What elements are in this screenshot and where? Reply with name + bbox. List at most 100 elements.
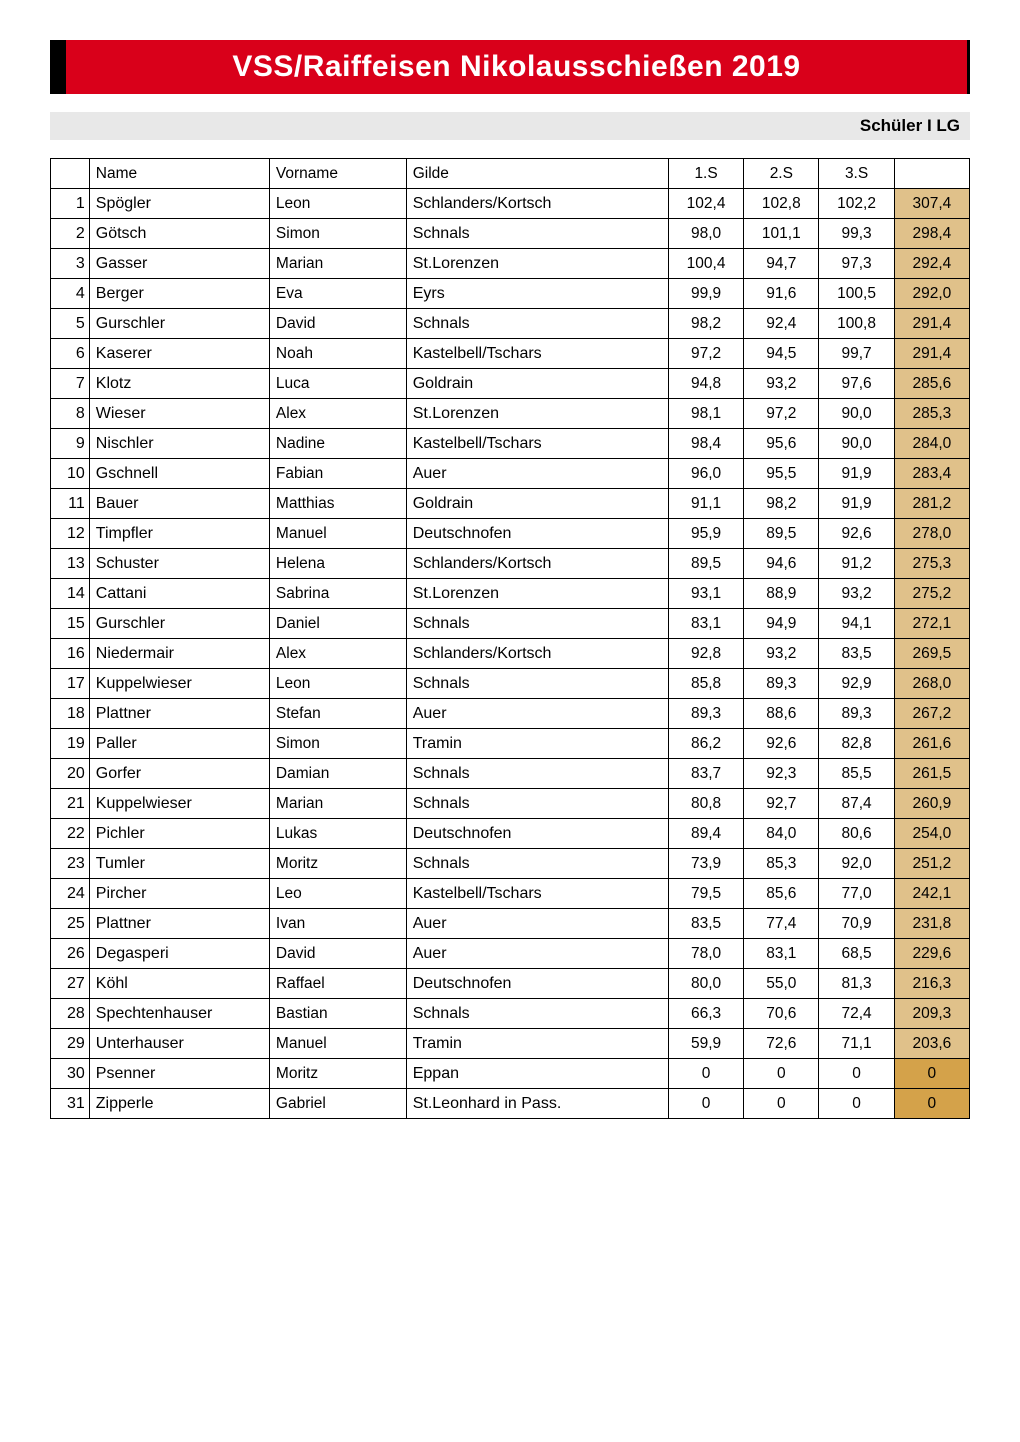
cell-s2: 77,4 bbox=[744, 909, 819, 939]
cell-s2: 0 bbox=[744, 1059, 819, 1089]
cell-name: Pichler bbox=[89, 819, 269, 849]
cell-s2: 102,8 bbox=[744, 189, 819, 219]
cell-vorname: David bbox=[269, 309, 406, 339]
cell-name: Gurschler bbox=[89, 309, 269, 339]
cell-total: 307,4 bbox=[894, 189, 969, 219]
cell-gilde: Schnals bbox=[406, 759, 668, 789]
cell-s1: 98,1 bbox=[668, 399, 743, 429]
table-row: 2GötschSimonSchnals98,0101,199,3298,4 bbox=[51, 219, 970, 249]
cell-gilde: Schnals bbox=[406, 609, 668, 639]
header-s3: 3.S bbox=[819, 159, 894, 189]
cell-name: Spechtenhauser bbox=[89, 999, 269, 1029]
cell-s3: 100,5 bbox=[819, 279, 894, 309]
cell-s3: 102,2 bbox=[819, 189, 894, 219]
table-row: 26DegasperiDavidAuer78,083,168,5229,6 bbox=[51, 939, 970, 969]
cell-name: Kuppelwieser bbox=[89, 789, 269, 819]
cell-s3: 99,7 bbox=[819, 339, 894, 369]
cell-s1: 89,4 bbox=[668, 819, 743, 849]
cell-gilde: St.Leonhard in Pass. bbox=[406, 1089, 668, 1119]
table-row: 20GorferDamianSchnals83,792,385,5261,5 bbox=[51, 759, 970, 789]
cell-s2: 83,1 bbox=[744, 939, 819, 969]
table-row: 7KlotzLucaGoldrain94,893,297,6285,6 bbox=[51, 369, 970, 399]
header-total bbox=[894, 159, 969, 189]
cell-rank: 29 bbox=[51, 1029, 90, 1059]
cell-name: Gorfer bbox=[89, 759, 269, 789]
cell-vorname: Raffael bbox=[269, 969, 406, 999]
cell-gilde: St.Lorenzen bbox=[406, 579, 668, 609]
cell-s1: 102,4 bbox=[668, 189, 743, 219]
table-row: 31ZipperleGabrielSt.Leonhard in Pass.000… bbox=[51, 1089, 970, 1119]
cell-name: Berger bbox=[89, 279, 269, 309]
cell-s2: 88,6 bbox=[744, 699, 819, 729]
cell-name: Götsch bbox=[89, 219, 269, 249]
cell-rank: 21 bbox=[51, 789, 90, 819]
cell-total: 242,1 bbox=[894, 879, 969, 909]
cell-s2: 85,3 bbox=[744, 849, 819, 879]
cell-vorname: Fabian bbox=[269, 459, 406, 489]
table-row: 16NiedermairAlexSchlanders/Kortsch92,893… bbox=[51, 639, 970, 669]
cell-rank: 3 bbox=[51, 249, 90, 279]
cell-s1: 98,2 bbox=[668, 309, 743, 339]
cell-total: 292,4 bbox=[894, 249, 969, 279]
cell-s1: 83,1 bbox=[668, 609, 743, 639]
cell-s3: 100,8 bbox=[819, 309, 894, 339]
cell-s1: 94,8 bbox=[668, 369, 743, 399]
cell-s3: 77,0 bbox=[819, 879, 894, 909]
cell-s2: 94,7 bbox=[744, 249, 819, 279]
cell-gilde: Tramin bbox=[406, 1029, 668, 1059]
cell-total: 203,6 bbox=[894, 1029, 969, 1059]
cell-name: Kuppelwieser bbox=[89, 669, 269, 699]
cell-name: Spögler bbox=[89, 189, 269, 219]
cell-rank: 2 bbox=[51, 219, 90, 249]
cell-s2: 0 bbox=[744, 1089, 819, 1119]
cell-gilde: Goldrain bbox=[406, 369, 668, 399]
cell-total: 254,0 bbox=[894, 819, 969, 849]
cell-s1: 96,0 bbox=[668, 459, 743, 489]
cell-s1: 89,5 bbox=[668, 549, 743, 579]
cell-total: 269,5 bbox=[894, 639, 969, 669]
cell-gilde: Schnals bbox=[406, 219, 668, 249]
cell-total: 261,5 bbox=[894, 759, 969, 789]
cell-total: 281,2 bbox=[894, 489, 969, 519]
table-row: 24PircherLeoKastelbell/Tschars79,585,677… bbox=[51, 879, 970, 909]
table-row: 27KöhlRaffaelDeutschnofen80,055,081,3216… bbox=[51, 969, 970, 999]
cell-s1: 83,5 bbox=[668, 909, 743, 939]
cell-vorname: Eva bbox=[269, 279, 406, 309]
cell-rank: 30 bbox=[51, 1059, 90, 1089]
cell-name: Unterhauser bbox=[89, 1029, 269, 1059]
table-body: 1SpöglerLeonSchlanders/Kortsch102,4102,8… bbox=[51, 189, 970, 1119]
cell-vorname: Leon bbox=[269, 669, 406, 699]
cell-name: Plattner bbox=[89, 699, 269, 729]
cell-total: 0 bbox=[894, 1089, 969, 1119]
cell-rank: 12 bbox=[51, 519, 90, 549]
cell-vorname: David bbox=[269, 939, 406, 969]
cell-vorname: Helena bbox=[269, 549, 406, 579]
cell-vorname: Stefan bbox=[269, 699, 406, 729]
cell-name: Pircher bbox=[89, 879, 269, 909]
cell-total: 0 bbox=[894, 1059, 969, 1089]
cell-rank: 4 bbox=[51, 279, 90, 309]
cell-s2: 94,5 bbox=[744, 339, 819, 369]
cell-s3: 89,3 bbox=[819, 699, 894, 729]
cell-vorname: Moritz bbox=[269, 849, 406, 879]
cell-vorname: Sabrina bbox=[269, 579, 406, 609]
table-row: 14CattaniSabrinaSt.Lorenzen93,188,993,22… bbox=[51, 579, 970, 609]
cell-s3: 72,4 bbox=[819, 999, 894, 1029]
cell-gilde: Kastelbell/Tschars bbox=[406, 429, 668, 459]
cell-rank: 24 bbox=[51, 879, 90, 909]
header-s2: 2.S bbox=[744, 159, 819, 189]
cell-name: Paller bbox=[89, 729, 269, 759]
cell-name: Klotz bbox=[89, 369, 269, 399]
cell-rank: 18 bbox=[51, 699, 90, 729]
table-row: 13SchusterHelenaSchlanders/Kortsch89,594… bbox=[51, 549, 970, 579]
cell-gilde: Kastelbell/Tschars bbox=[406, 339, 668, 369]
cell-s1: 98,0 bbox=[668, 219, 743, 249]
cell-name: Nischler bbox=[89, 429, 269, 459]
cell-s2: 89,5 bbox=[744, 519, 819, 549]
cell-name: Bauer bbox=[89, 489, 269, 519]
cell-vorname: Moritz bbox=[269, 1059, 406, 1089]
cell-s2: 91,6 bbox=[744, 279, 819, 309]
cell-total: 278,0 bbox=[894, 519, 969, 549]
cell-total: 272,1 bbox=[894, 609, 969, 639]
cell-gilde: Deutschnofen bbox=[406, 519, 668, 549]
